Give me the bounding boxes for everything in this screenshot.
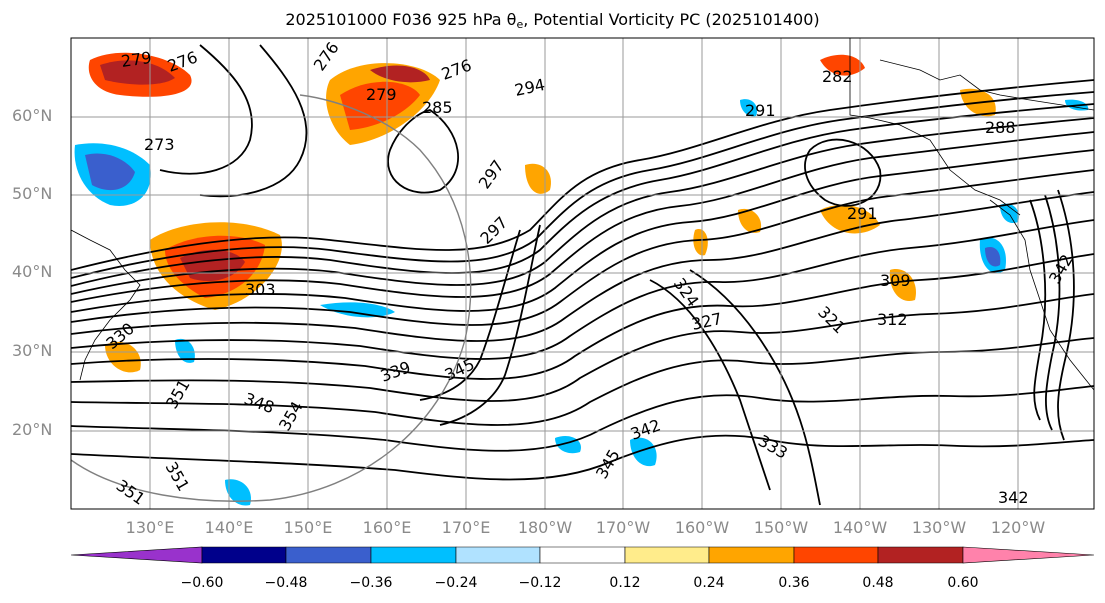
longitude-label: 160°E: [362, 518, 412, 537]
colorbar-tick-label: −0.60: [180, 575, 224, 591]
theta-e-contours: [71, 44, 1094, 506]
longitude-label: 170°W: [595, 518, 651, 537]
longitude-label: 120°W: [990, 518, 1046, 537]
contour-label: 285: [422, 98, 453, 117]
contour-label: 312: [877, 310, 908, 329]
colorbar-segment: [793, 546, 879, 564]
latitude-label: 50°N: [12, 184, 53, 203]
contour-label: 279: [120, 48, 153, 71]
latitude-label: 30°N: [12, 341, 53, 360]
colorbar-segment: [70, 546, 203, 564]
longitude-label: 150°W: [753, 518, 809, 537]
lat-lon-grid: [71, 38, 1094, 509]
map-frame: [70, 37, 1095, 510]
colorbar-tick-label: −0.24: [434, 575, 478, 591]
colorbar-tick-label: −0.36: [349, 575, 393, 591]
longitude-label: 180°W: [517, 518, 573, 537]
colorbar-tick-label: 0.12: [609, 575, 641, 591]
colorbar-segment: [370, 546, 457, 564]
colorbar-segment: [201, 546, 287, 564]
contour-label: 342: [998, 488, 1029, 507]
contour-label: 303: [245, 280, 276, 299]
map-title: 2025101000 F036 925 hPa θe, Potential Vo…: [285, 10, 820, 31]
longitude-label: 130°E: [125, 518, 175, 537]
colorbar-tick-label: 0.48: [862, 575, 894, 591]
colorbar-segment: [708, 546, 795, 564]
longitude-label: 140°W: [832, 518, 888, 537]
contour-label: 309: [880, 271, 911, 290]
latitude-label: 20°N: [12, 420, 53, 439]
contour-label: 273: [144, 135, 175, 154]
colorbar-segment: [877, 546, 964, 564]
colorbar-segment: [624, 546, 710, 564]
longitude-label: 140°E: [204, 518, 254, 537]
colorbar-tick-label: −0.12: [518, 575, 562, 591]
contour-label: 291: [745, 101, 776, 120]
longitude-label: 160°W: [674, 518, 730, 537]
latitude-label: 40°N: [12, 262, 53, 281]
longitude-label: 150°E: [283, 518, 333, 537]
colorbar-segment: [962, 546, 1095, 564]
colorbar-tick-label: −0.48: [264, 575, 308, 591]
latitude-label: 60°N: [12, 106, 53, 125]
colorbar-tick-label: 0.24: [693, 575, 725, 591]
coastlines: [71, 38, 1094, 391]
longitude-label: 130°W: [911, 518, 967, 537]
range-circle: [71, 94, 472, 502]
colorbar-tick-label: 0.36: [778, 575, 810, 591]
contour-label: 291: [847, 204, 878, 223]
colorbar-segment: [285, 546, 372, 564]
colorbar-segment: [455, 546, 541, 564]
contour-label: 288: [985, 118, 1016, 137]
colorbar-segment: [539, 546, 626, 564]
contour-label: 282: [822, 67, 853, 86]
colorbar-tick-label: 0.60: [947, 575, 979, 591]
contour-label: 279: [366, 85, 397, 104]
longitude-label: 170°E: [441, 518, 491, 537]
colorbar-segments: [70, 546, 1095, 564]
